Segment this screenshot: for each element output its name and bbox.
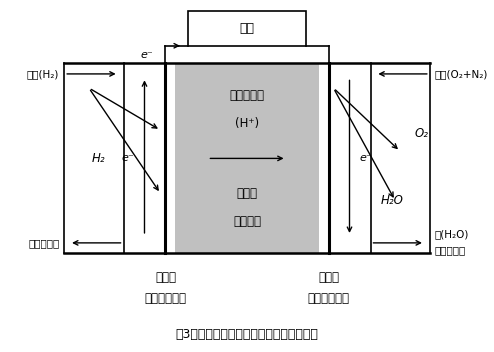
Text: （アノード）: （アノード） (144, 292, 187, 305)
Text: e⁻: e⁻ (359, 153, 372, 163)
Text: 燃料極: 燃料極 (155, 271, 176, 284)
Text: H₂: H₂ (92, 152, 106, 165)
Text: 未反応水素: 未反応水素 (28, 238, 59, 248)
Text: 水素(H₂): 水素(H₂) (27, 69, 59, 79)
Text: e⁻: e⁻ (140, 50, 153, 59)
Text: O₂: O₂ (415, 127, 429, 140)
Text: 水素イオン: 水素イオン (230, 89, 264, 101)
Text: e⁻: e⁻ (122, 153, 134, 163)
Text: 未反応空気: 未反応空気 (435, 245, 466, 255)
Text: 高分子: 高分子 (237, 187, 257, 200)
Text: (H⁺): (H⁺) (235, 117, 259, 130)
Text: H₂O: H₂O (380, 194, 403, 207)
Text: （カソード）: （カソード） (307, 292, 350, 305)
Text: 第3図　固体高分子形燃料電池の動作原理: 第3図 固体高分子形燃料電池の動作原理 (175, 328, 319, 341)
Bar (188, 11, 306, 46)
Text: 空気(O₂+N₂): 空気(O₂+N₂) (435, 69, 488, 79)
Text: 電解質膜: 電解質膜 (233, 215, 261, 228)
Bar (175, 63, 319, 253)
Text: 水(H₂O): 水(H₂O) (435, 229, 469, 239)
Text: 負荷: 負荷 (240, 22, 254, 34)
Text: 空気極: 空気極 (318, 271, 339, 284)
